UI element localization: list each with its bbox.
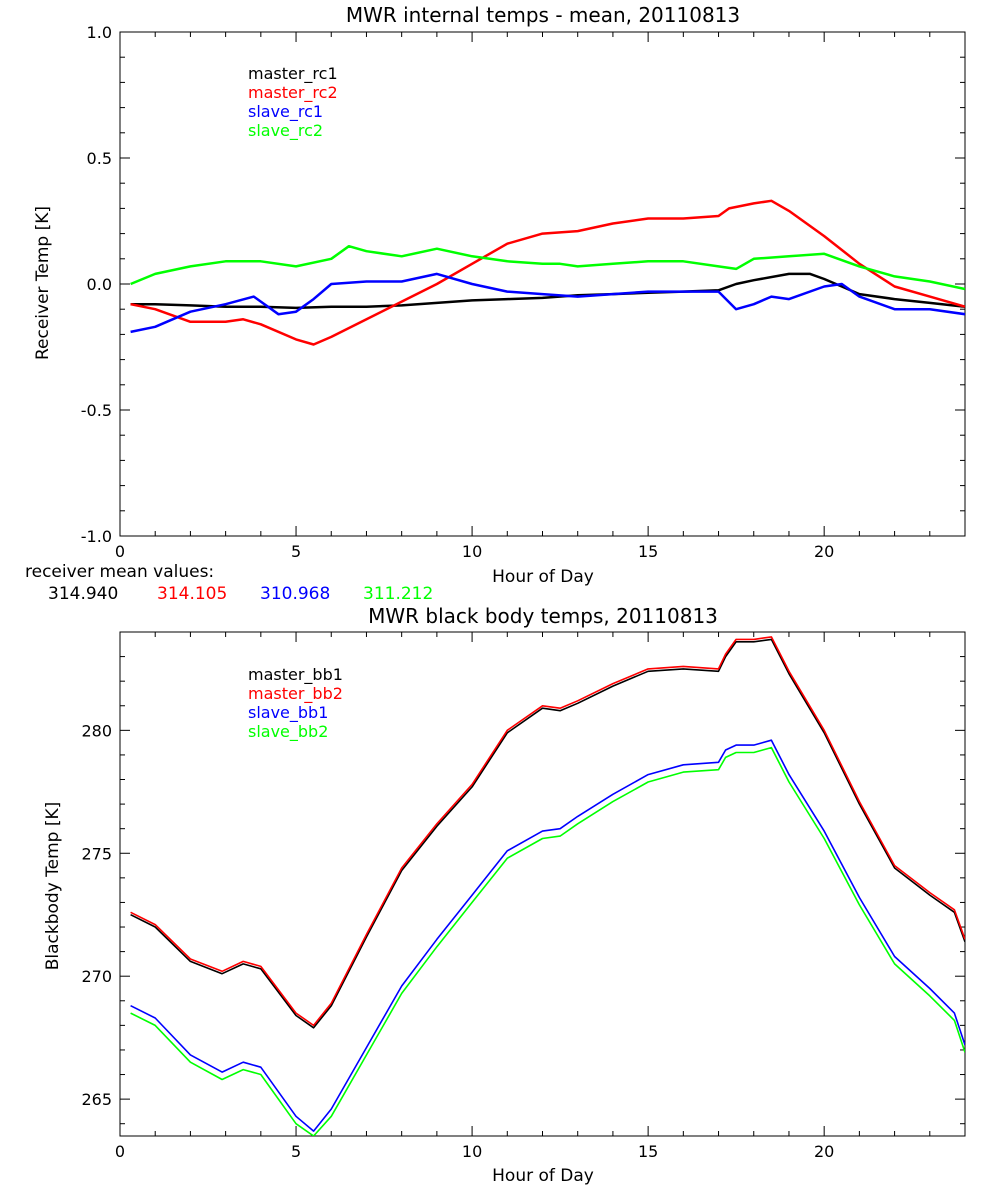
plot-blackbody-temps: 0 5 10 15 20 265 270 275 280 master_bb1master_bb2… [81, 631, 966, 1161]
series-line-slave-bb1 [130, 739, 965, 1132]
x-tick-label: 20 [814, 1142, 834, 1161]
legend-entry-master-rc2: master_rc2 [248, 83, 338, 103]
legend-entry-master-bb2: master_bb2 [248, 684, 343, 704]
receiver-mean-value: 311.212 [363, 584, 433, 604]
legend-entry-slave-rc2: slave_rc2 [248, 121, 323, 141]
x-tick-label: 20 [814, 542, 834, 561]
y-tick-label: 0.0 [87, 275, 112, 294]
y-axis-label-bottom: Blackbody Temp [K] [43, 802, 63, 971]
chart-title-bottom: MWR black body temps, 20110813 [368, 604, 718, 628]
x-axis-label-bottom: Hour of Day [492, 1166, 594, 1186]
series-line-master-rc1 [130, 272, 965, 310]
receiver-mean-value: 314.105 [157, 584, 227, 604]
series-line-slave-bb2 [130, 746, 965, 1136]
y-tick-label: 265 [81, 1090, 112, 1109]
x-axis-label-top: Hour of Day [492, 567, 594, 587]
y-tick-label: -0.5 [81, 401, 112, 420]
chart-title-top: MWR internal temps - mean, 20110813 [346, 3, 740, 27]
series-line-master-bb1 [130, 638, 965, 1029]
x-tick-label: 15 [638, 1142, 658, 1161]
legend-entry-master-rc1: master_rc1 [248, 64, 338, 84]
legend-entry-slave-rc1: slave_rc1 [248, 102, 323, 122]
legend-entry-master-bb1: master_bb1 [248, 665, 343, 685]
x-tick-label: 0 [115, 1142, 125, 1161]
series-line-slave-rc1 [130, 272, 965, 334]
legend-entry-slave-bb1: slave_bb1 [248, 703, 328, 723]
y-axis-label-top: Receiver Temp [K] [33, 206, 53, 360]
y-tick-label: -1.0 [81, 527, 112, 546]
receiver-mean-values-label: receiver mean values: [25, 562, 214, 582]
y-tick-label: 0.5 [87, 149, 112, 168]
x-tick-label: 10 [462, 542, 482, 561]
legend-entry-slave-bb2: slave_bb2 [248, 722, 328, 742]
receiver-mean-value: 314.940 [48, 584, 118, 604]
x-tick-label: 0 [115, 542, 125, 561]
plot-receiver-temps: 0 5 10 15 20 -1.0 -0.5 0.0 0.5 1.0 master_rc1maste… [81, 23, 966, 561]
series-line-master-rc2 [130, 199, 965, 346]
x-tick-label: 5 [291, 542, 301, 561]
x-tick-label: 10 [462, 1142, 482, 1161]
x-tick-label: 5 [291, 1142, 301, 1161]
y-tick-label: 270 [81, 967, 112, 986]
series-line-slave-rc2 [130, 244, 965, 291]
series-line-master-bb2 [130, 636, 965, 1027]
x-tick-label: 15 [638, 542, 658, 561]
receiver-mean-values: 314.940 314.105 310.968 311.212 [48, 584, 433, 604]
y-tick-label: 275 [81, 844, 112, 863]
receiver-mean-value: 310.968 [260, 584, 330, 604]
y-tick-label: 280 [81, 721, 112, 740]
y-tick-label: 1.0 [87, 23, 112, 42]
